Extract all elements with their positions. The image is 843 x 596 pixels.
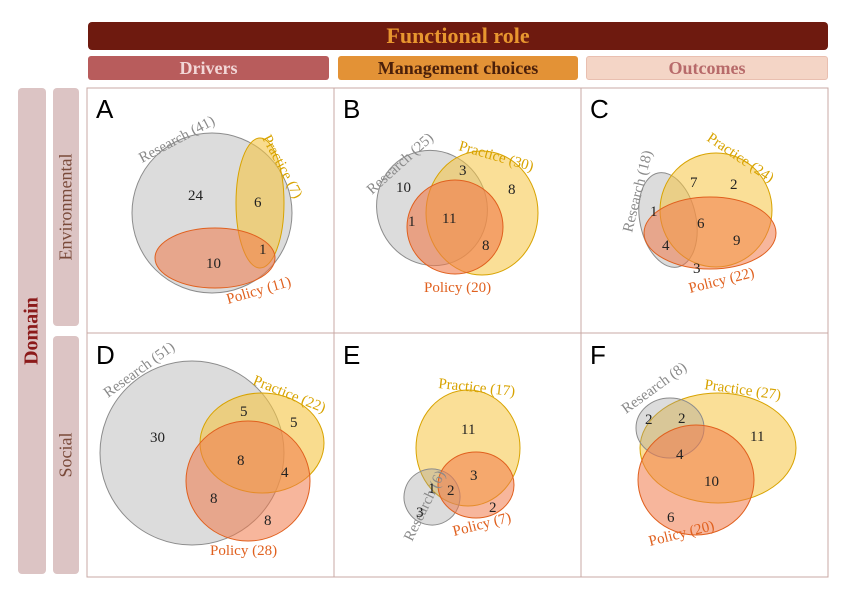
count-d-research-policy: 8 (210, 491, 218, 507)
panel-letter-b: B (343, 94, 360, 124)
count-f-research-only: 2 (645, 412, 653, 428)
count-a-research-practice: 6 (254, 195, 262, 211)
policy-label-b: Policy (20) (424, 280, 491, 296)
column-header-management-label: Management choices (377, 57, 539, 78)
policy-set-f (637, 424, 755, 536)
row-header-environmental: Environmental (53, 88, 79, 326)
count-f-policy-only: 6 (667, 510, 675, 526)
count-d-all: 8 (237, 453, 245, 469)
count-e-practice-policy: 3 (470, 468, 478, 484)
venn-panel-c: C Research (18) Practice (24) Policy (22… (590, 94, 777, 297)
policy-set-b (406, 179, 504, 275)
panel-letter-e: E (343, 340, 360, 370)
policy-set-a (154, 227, 276, 289)
venn-panel-f: F Research (8) Practice (27) Policy (20)… (590, 340, 797, 550)
venn-panel-e: E Research (6) Practice (17) Policy (7) … (343, 340, 521, 544)
venn-panel-b: B Research (25) Practice (30) Policy (20… (343, 94, 539, 296)
count-b-research-only: 10 (396, 180, 411, 196)
panel-letter-a: A (96, 94, 114, 124)
count-b-research-policy: 1 (408, 214, 416, 230)
count-b-practice-policy: 8 (482, 238, 490, 254)
count-d-policy-only: 8 (264, 513, 272, 529)
venn-panel-a: A Research (41) Practice (7) Policy (11)… (96, 94, 305, 308)
count-b-all: 11 (442, 211, 456, 227)
count-e-research-practice: 1 (428, 481, 436, 497)
venn-panel-d: D Research (51) Practice (22) Policy (28… (96, 339, 328, 559)
count-d-practice-policy: 4 (281, 465, 289, 481)
count-c-practice-only: 2 (730, 177, 738, 193)
count-b-practice-only: 8 (508, 182, 516, 198)
panel-letter-f: F (590, 340, 606, 370)
policy-label-d: Policy (28) (210, 543, 277, 559)
count-c-research-policy: 4 (662, 238, 670, 254)
domain-banner: Domain (18, 88, 46, 574)
policy-set-c (643, 196, 777, 270)
column-header-outcomes-label: Outcomes (668, 57, 746, 78)
count-c-research-only: 1 (650, 204, 658, 220)
panel-letter-d: D (96, 340, 115, 370)
count-d-practice-only: 5 (290, 415, 298, 431)
column-header-management: Management choices (338, 56, 578, 80)
functional-role-title: Functional role (386, 23, 530, 48)
count-f-all: 4 (676, 447, 684, 463)
functional-role-header: Functional role (88, 22, 828, 50)
column-header-drivers: Drivers (88, 56, 329, 80)
policy-set-d (185, 420, 311, 542)
count-a-research-policy: 10 (206, 256, 221, 272)
count-c-policy-only: 3 (693, 261, 701, 277)
count-d-research-practice: 5 (240, 404, 248, 420)
row-header-social: Social (53, 336, 79, 574)
panel-letter-c: C (590, 94, 609, 124)
count-b-research-practice: 3 (459, 163, 467, 179)
count-f-practice-policy: 10 (704, 474, 719, 490)
policy-set-e (437, 451, 515, 519)
count-e-all: 2 (447, 483, 455, 499)
count-c-all: 6 (697, 216, 705, 232)
column-header-outcomes: Outcomes (586, 56, 828, 80)
count-f-research-practice: 2 (678, 411, 686, 427)
count-d-research-only: 30 (150, 430, 165, 446)
column-header-drivers-label: Drivers (179, 57, 238, 78)
count-e-policy-only: 2 (489, 500, 497, 516)
count-a-research-only: 24 (188, 188, 204, 204)
count-a-all: 1 (259, 242, 267, 258)
count-f-practice-only: 11 (750, 429, 764, 445)
count-c-practice-policy: 9 (733, 233, 741, 249)
count-e-research-only: 3 (416, 505, 424, 521)
count-c-research-practice: 7 (690, 175, 698, 191)
count-e-practice-only: 11 (461, 422, 475, 438)
